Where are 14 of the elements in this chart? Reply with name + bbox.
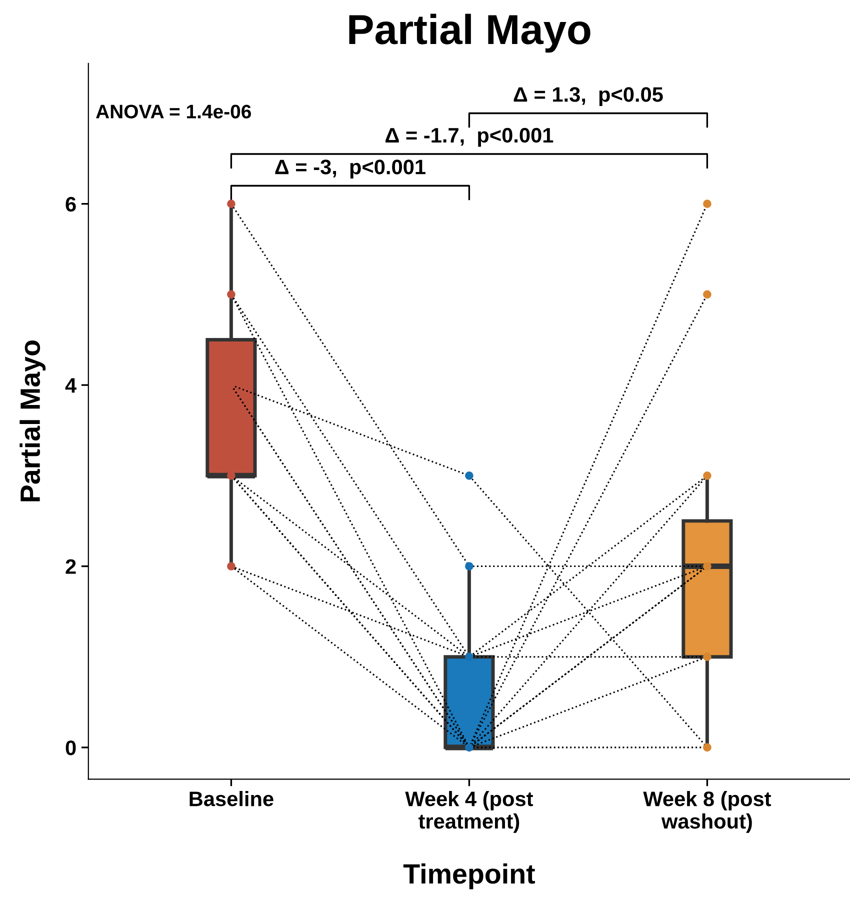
x-tick-label: Week 8 (post washout) [643,790,772,833]
x-tick-label: Baseline [190,790,274,806]
annotation: Δ = 1.3, p<0.05 [514,87,663,106]
chart-title: Partial Mayo [349,14,590,53]
annotation: ANOVA = 1.4e-06 [96,104,251,118]
x-tick-label: Week 4 (post treatment) [405,790,534,833]
annotation: Δ = -3, p<0.001 [275,160,426,178]
annotation: Δ = -1.7, p<0.001 [386,128,554,147]
y-tick-label: 0 [66,740,76,756]
y-tick-label: 4 [65,378,76,393]
y-tick-label: 2 [66,559,76,574]
y-tick-label: 6 [66,196,76,212]
x-axis-title: Timepoint [403,863,535,890]
y-axis-title: Partial Mayo [20,340,46,502]
